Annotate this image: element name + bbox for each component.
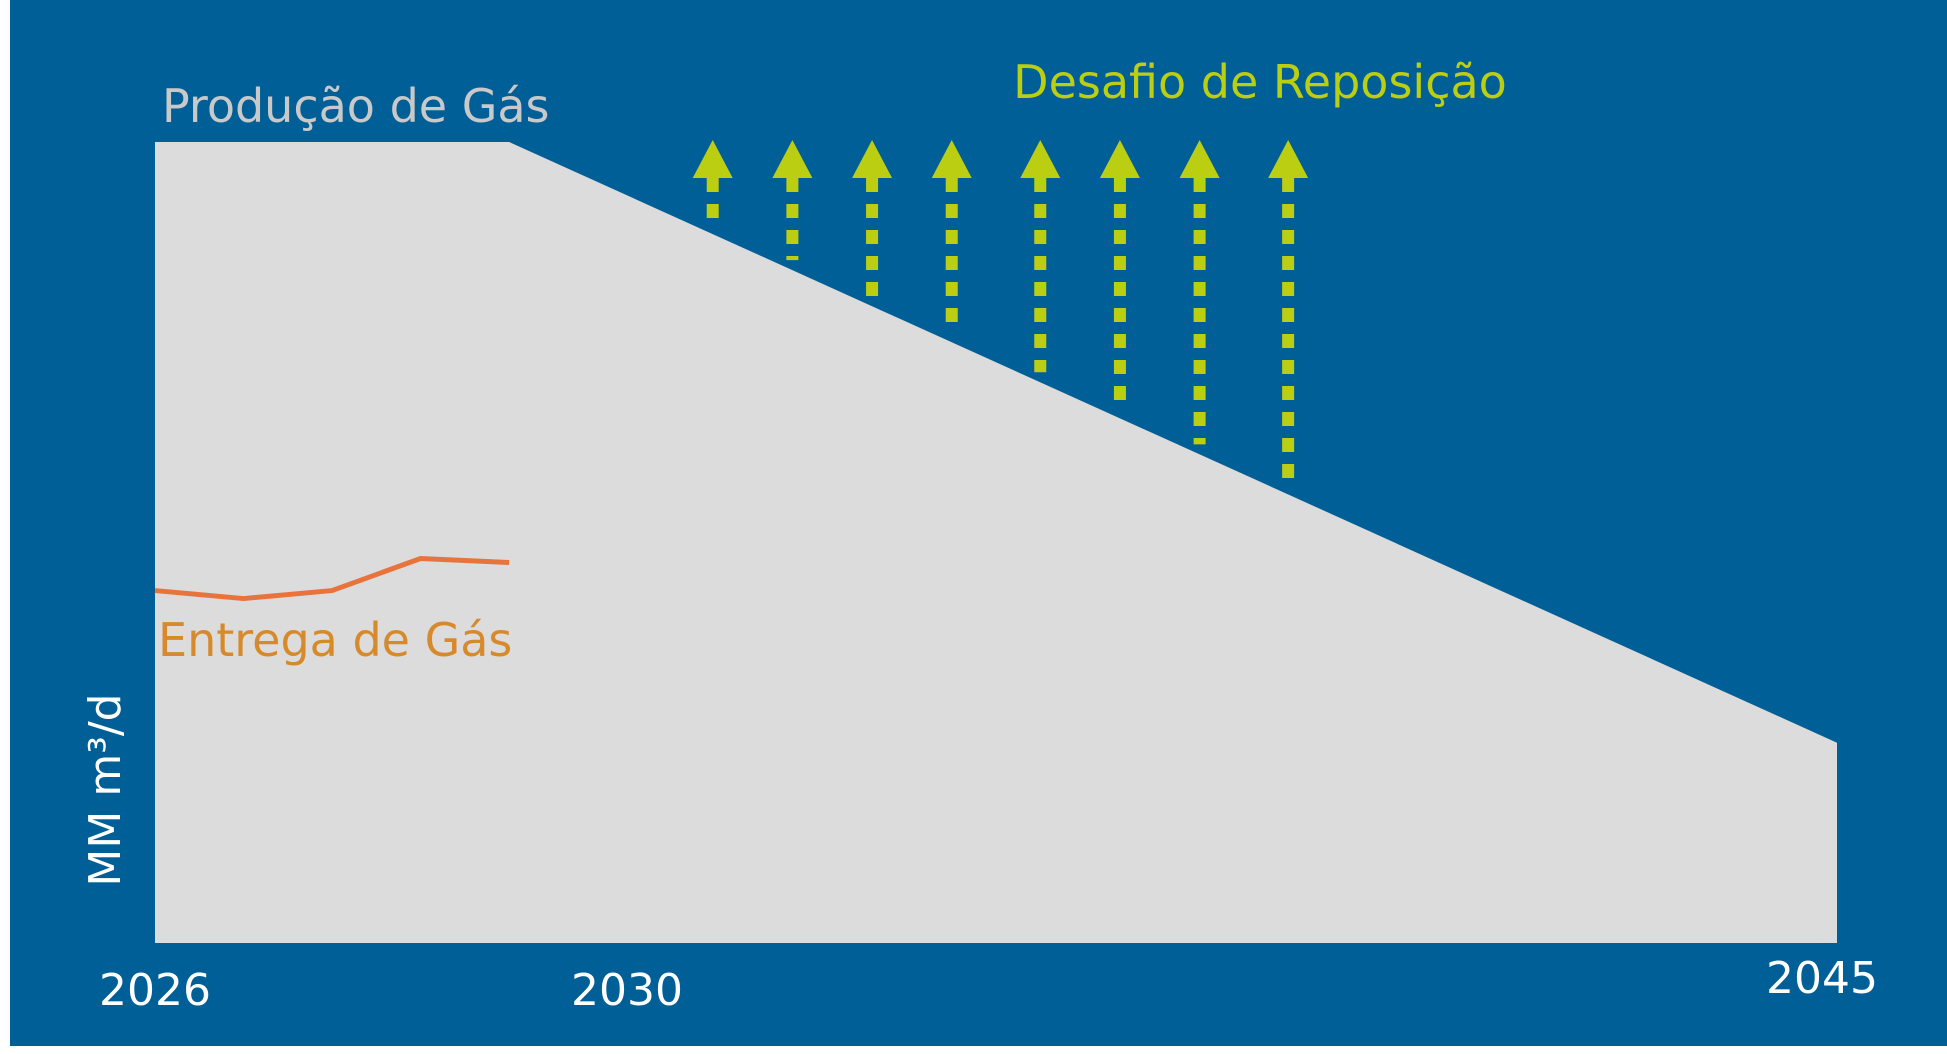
arrow-head <box>852 140 893 178</box>
challenge-annotation-label: Desafio de Reposição <box>1013 55 1507 109</box>
challenge-arrow <box>772 140 813 261</box>
arrow-head <box>1020 140 1061 178</box>
arrow-head <box>1099 140 1140 178</box>
challenge-arrow <box>1020 140 1061 373</box>
challenge-arrow <box>1179 140 1220 445</box>
production-series-label: Produção de Gás <box>162 79 550 133</box>
challenge-arrow <box>1268 140 1309 485</box>
x-tick-label-2026: 2026 <box>99 965 211 1016</box>
delivery-line <box>154 556 510 602</box>
x-tick-label-2045: 2045 <box>1766 953 1878 1004</box>
arrow-head <box>1179 140 1220 178</box>
y-axis-label: MM m³/d <box>80 693 131 886</box>
arrow-head <box>931 140 972 178</box>
plot-area <box>154 142 1837 943</box>
arrow-head <box>772 140 813 178</box>
chart-labels: Produção de Gás Entrega de Gás Desafio d… <box>80 55 1878 1016</box>
arrow-head <box>692 140 733 178</box>
challenge-arrows <box>692 140 1309 485</box>
challenge-arrow <box>852 140 893 297</box>
delivery-series-label: Entrega de Gás <box>158 613 512 667</box>
arrow-head <box>1268 140 1309 178</box>
challenge-arrow <box>692 140 733 225</box>
challenge-arrow <box>1099 140 1140 409</box>
challenge-arrow <box>931 140 972 333</box>
x-tick-label-2030: 2030 <box>571 965 683 1016</box>
production-area <box>155 142 1837 943</box>
